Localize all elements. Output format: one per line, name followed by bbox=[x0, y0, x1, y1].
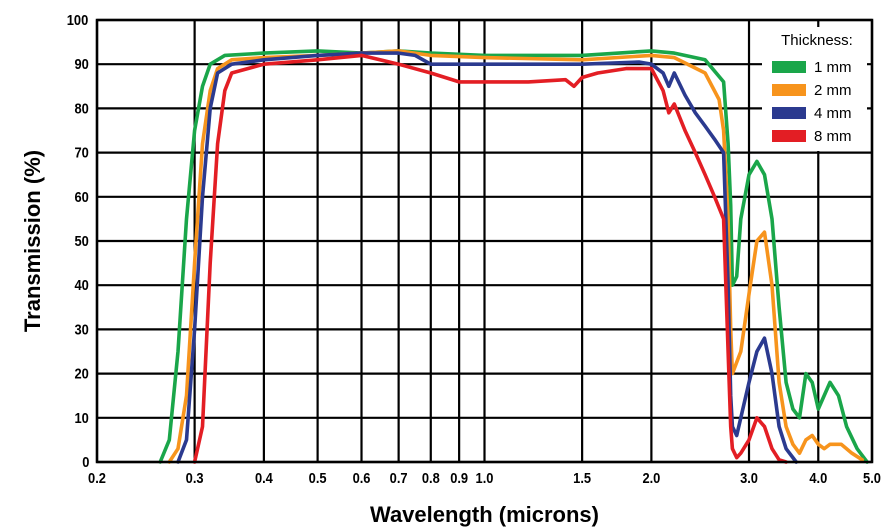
y-tick-label: 20 bbox=[75, 365, 90, 382]
x-tick-label: 0.8 bbox=[422, 469, 440, 486]
plot-frame bbox=[95, 18, 874, 464]
x-tick-label: 1.0 bbox=[476, 469, 494, 486]
legend-label: 1 mm bbox=[814, 59, 852, 76]
y-tick-label: 90 bbox=[75, 55, 90, 72]
series-line-2-mm bbox=[167, 49, 864, 464]
series-line-1-mm bbox=[158, 49, 869, 464]
legend-swatch bbox=[772, 61, 806, 73]
y-tick-label: 10 bbox=[75, 409, 90, 426]
y-tick-label: 40 bbox=[75, 276, 90, 293]
x-tick-label: 0.6 bbox=[353, 469, 371, 486]
legend: Thickness: 1 mm 2 mm 4 mm 8 mm bbox=[762, 27, 867, 151]
x-tick-label: 4.0 bbox=[809, 469, 827, 486]
x-axis-ticks: 0.2 0.3 0.4 0.5 0.6 0.7 0.8 0.9 1.0 1.5 2.0 3.0 4.0 5… bbox=[88, 469, 881, 486]
x-axis-label: Wavelength (microns) bbox=[370, 502, 599, 527]
x-tick-label: 0.9 bbox=[450, 469, 468, 486]
legend-swatch bbox=[772, 130, 806, 142]
y-tick-label: 100 bbox=[67, 11, 89, 28]
x-tick-label: 0.4 bbox=[255, 469, 273, 486]
y-tick-label: 0 bbox=[82, 453, 89, 470]
legend-label: 4 mm bbox=[814, 105, 852, 122]
y-axis-ticks: 0 10 20 30 40 50 60 70 80 90 100 bbox=[67, 11, 90, 470]
series-line-8-mm bbox=[192, 53, 788, 464]
x-tick-label: 5.0 bbox=[863, 469, 881, 486]
y-tick-label: 30 bbox=[75, 320, 90, 337]
y-axis-label: Transmission (%) bbox=[20, 150, 45, 332]
y-tick-label: 50 bbox=[75, 232, 90, 249]
legend-swatch bbox=[772, 107, 806, 119]
x-tick-label: 0.7 bbox=[390, 469, 408, 486]
y-tick-label: 80 bbox=[75, 99, 90, 116]
y-tick-label: 70 bbox=[75, 144, 90, 161]
x-tick-label: 3.0 bbox=[740, 469, 758, 486]
x-tick-label: 0.3 bbox=[186, 469, 204, 486]
x-tick-label: 0.5 bbox=[309, 469, 327, 486]
legend-title: Thickness: bbox=[781, 32, 853, 49]
series-lines bbox=[158, 49, 869, 464]
legend-label: 2 mm bbox=[814, 82, 852, 99]
x-tick-label: 2.0 bbox=[642, 469, 660, 486]
x-tick-label: 1.5 bbox=[573, 469, 591, 486]
legend-items: 1 mm 2 mm 4 mm 8 mm bbox=[772, 59, 852, 145]
series-line-4-mm bbox=[176, 51, 798, 464]
x-tick-label: 0.2 bbox=[88, 469, 106, 486]
y-tick-label: 60 bbox=[75, 188, 90, 205]
legend-swatch bbox=[772, 84, 806, 96]
legend-label: 8 mm bbox=[814, 128, 852, 145]
